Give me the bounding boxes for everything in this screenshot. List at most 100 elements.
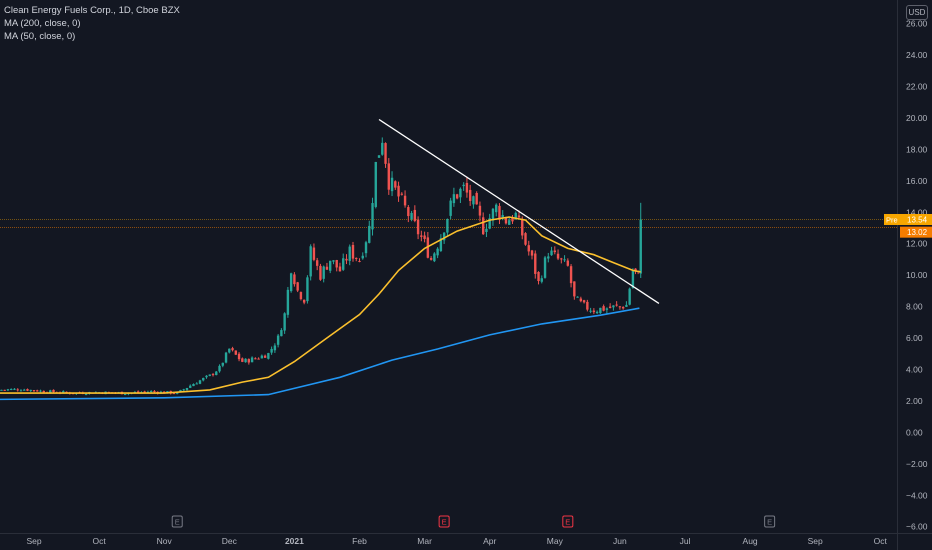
candle-body bbox=[475, 193, 478, 205]
candle-body bbox=[625, 304, 628, 307]
candle-body bbox=[478, 205, 482, 216]
candle-body bbox=[387, 163, 390, 190]
candle-body bbox=[202, 377, 205, 381]
candle-body bbox=[185, 387, 189, 390]
candle-body bbox=[368, 225, 371, 243]
candle-body bbox=[234, 350, 238, 355]
x-tick-label: Feb bbox=[352, 536, 367, 546]
candle-body bbox=[488, 218, 491, 229]
candle-body bbox=[237, 353, 241, 360]
x-tick-label: Oct bbox=[874, 536, 888, 546]
candle-body bbox=[10, 388, 13, 390]
x-tick-label: Oct bbox=[92, 536, 106, 546]
y-tick-label: −2.00 bbox=[906, 459, 928, 469]
y-tick-label: 10.00 bbox=[906, 270, 928, 280]
candle-body bbox=[218, 365, 221, 372]
candle-body bbox=[143, 391, 146, 393]
candle-body bbox=[296, 282, 299, 291]
candle-body bbox=[566, 260, 570, 266]
y-tick-label: 12.00 bbox=[906, 239, 928, 249]
candle-body bbox=[537, 272, 540, 282]
candle-body bbox=[136, 391, 140, 393]
candle-body bbox=[16, 389, 19, 391]
candle-body bbox=[628, 288, 631, 305]
x-tick-label: Apr bbox=[483, 536, 496, 546]
candle-body bbox=[280, 330, 283, 337]
y-tick-label: 24.00 bbox=[906, 50, 928, 60]
candle-body bbox=[560, 258, 563, 260]
candle-body bbox=[439, 238, 443, 252]
candle-body bbox=[589, 310, 592, 312]
candle-body bbox=[270, 348, 273, 353]
candle-body bbox=[52, 389, 55, 393]
candle-body bbox=[586, 301, 589, 310]
candle-body bbox=[29, 389, 32, 391]
candle-body bbox=[19, 390, 23, 392]
candle-body bbox=[319, 265, 322, 280]
candle-body bbox=[605, 308, 609, 310]
x-tick-label: Nov bbox=[157, 536, 173, 546]
candle-body bbox=[260, 355, 264, 359]
candle-body bbox=[384, 143, 387, 164]
candle-body bbox=[195, 383, 198, 385]
price-value-badge bbox=[900, 213, 932, 225]
y-tick-label: 16.00 bbox=[906, 176, 928, 186]
candle-body bbox=[579, 298, 583, 302]
y-tick-label: 14.00 bbox=[906, 207, 928, 217]
trendline bbox=[378, 118, 660, 304]
candle-body bbox=[556, 253, 560, 259]
candle-body bbox=[595, 311, 599, 314]
candle-body bbox=[309, 246, 312, 277]
candle-body bbox=[153, 391, 156, 393]
candle-body bbox=[634, 268, 637, 272]
candle-body bbox=[481, 217, 485, 235]
earnings-marker-label: E bbox=[767, 518, 772, 527]
candle-body bbox=[228, 348, 231, 353]
candle-body bbox=[569, 266, 573, 284]
candle-body bbox=[36, 390, 39, 392]
candle-body bbox=[381, 142, 384, 155]
candle-body bbox=[465, 182, 469, 193]
y-tick-label: 8.00 bbox=[906, 302, 923, 312]
candle-body bbox=[573, 281, 576, 297]
candle-body bbox=[338, 266, 342, 272]
candle-body bbox=[6, 389, 10, 391]
legend-title: Clean Energy Fuels Corp., 1D, Cboe BZX bbox=[4, 5, 180, 16]
price-value-text: 13.54 bbox=[907, 215, 928, 224]
y-tick-label: 4.00 bbox=[906, 364, 923, 374]
x-tick-label: Mar bbox=[417, 536, 432, 546]
candle-body bbox=[423, 235, 426, 239]
candle-body bbox=[374, 161, 377, 207]
y-tick-label: −4.00 bbox=[906, 490, 928, 500]
candle-body bbox=[192, 383, 195, 387]
candle-body bbox=[371, 203, 374, 230]
y-tick-label: 2.00 bbox=[906, 396, 923, 406]
y-tick-label: 22.00 bbox=[906, 81, 928, 91]
candle-body bbox=[495, 204, 498, 213]
candle-body bbox=[429, 258, 433, 260]
candle-body bbox=[459, 188, 462, 198]
candle-body bbox=[84, 394, 88, 396]
earnings-marker bbox=[171, 515, 183, 528]
candle-body bbox=[618, 306, 622, 308]
candle-body bbox=[189, 385, 192, 388]
candle-body bbox=[436, 248, 439, 256]
candle-body bbox=[543, 257, 547, 278]
candle-body bbox=[322, 266, 325, 279]
x-tick-label: May bbox=[547, 536, 564, 546]
candle-body bbox=[582, 300, 586, 303]
candle-body bbox=[524, 233, 527, 245]
legend-ma50: MA (50, close, 0) bbox=[4, 31, 76, 42]
candle-body bbox=[348, 246, 351, 261]
candle-body bbox=[32, 390, 36, 392]
candle-body bbox=[273, 345, 277, 351]
candle-body bbox=[501, 215, 504, 218]
earnings-marker bbox=[562, 515, 574, 528]
candle-body bbox=[325, 266, 329, 270]
earnings-marker-label: E bbox=[565, 518, 570, 527]
candle-body bbox=[0, 389, 3, 391]
currency-badge[interactable]: USD bbox=[906, 5, 928, 20]
ma50-line bbox=[0, 216, 641, 394]
x-tick-label: Jul bbox=[680, 536, 691, 546]
